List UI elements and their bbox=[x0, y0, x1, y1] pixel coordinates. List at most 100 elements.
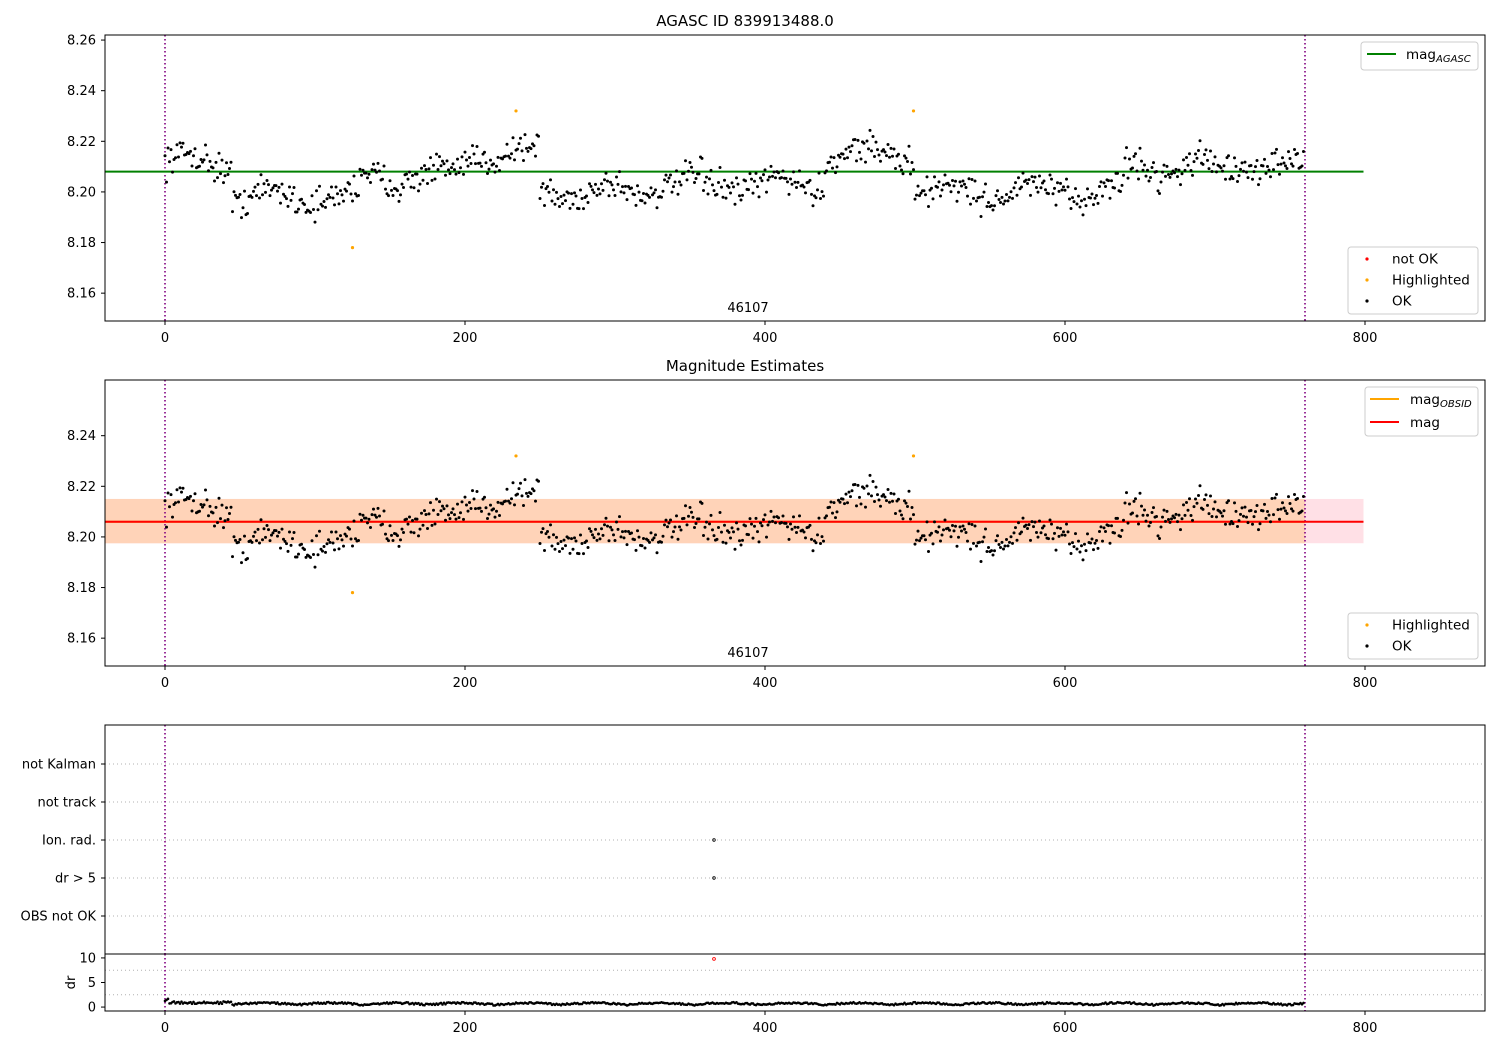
ok-point bbox=[1009, 190, 1013, 194]
ok-point bbox=[334, 185, 338, 189]
ok-point bbox=[213, 179, 216, 183]
ok-point bbox=[1273, 151, 1277, 155]
ok-point bbox=[1005, 192, 1008, 196]
ok-point bbox=[1269, 520, 1272, 524]
ok-point bbox=[1201, 162, 1205, 166]
ok-point bbox=[843, 157, 846, 161]
ok-point bbox=[864, 505, 867, 509]
ok-point bbox=[1257, 528, 1260, 532]
ok-point bbox=[325, 197, 329, 201]
ok-point bbox=[996, 534, 999, 538]
ok-point bbox=[1213, 155, 1217, 159]
ok-point bbox=[541, 182, 545, 186]
ok-point bbox=[1215, 515, 1218, 519]
ok-point bbox=[567, 536, 570, 540]
ok-point bbox=[754, 516, 758, 520]
ok-point bbox=[1122, 518, 1125, 522]
ok-point bbox=[922, 189, 926, 193]
ok-point bbox=[955, 544, 959, 548]
ok-point bbox=[318, 184, 321, 188]
ok-point bbox=[844, 147, 848, 151]
ok-point bbox=[451, 162, 455, 166]
ok-point bbox=[820, 535, 824, 539]
ok-point bbox=[1266, 509, 1269, 513]
ok-point bbox=[1084, 204, 1088, 208]
ok-point bbox=[436, 512, 440, 516]
ok-point bbox=[1191, 173, 1194, 177]
ok-point bbox=[777, 171, 780, 175]
ok-point bbox=[237, 195, 240, 199]
ok-point bbox=[1015, 538, 1019, 542]
ok-point bbox=[1192, 505, 1196, 509]
ok-point bbox=[378, 169, 381, 173]
ok-point bbox=[1254, 510, 1257, 514]
ok-point bbox=[201, 160, 204, 164]
ok-point bbox=[1258, 177, 1262, 181]
ok-point bbox=[606, 179, 609, 183]
ok-point bbox=[388, 524, 392, 528]
ok-point bbox=[448, 517, 452, 521]
ok-point bbox=[642, 536, 645, 540]
ok-point bbox=[562, 538, 566, 542]
ok-point bbox=[1042, 524, 1046, 528]
ok-point bbox=[1249, 164, 1253, 168]
ok-point bbox=[918, 194, 921, 198]
ok-point bbox=[343, 532, 347, 536]
ok-point bbox=[405, 172, 408, 176]
ok-point bbox=[492, 507, 495, 511]
ok-point bbox=[1165, 509, 1169, 513]
ok-point bbox=[1000, 540, 1004, 544]
ok-point bbox=[270, 188, 273, 192]
ok-point bbox=[1029, 538, 1032, 542]
ok-point bbox=[309, 210, 312, 214]
ok-point bbox=[1128, 157, 1131, 161]
ok-point bbox=[1242, 169, 1245, 173]
ok-point bbox=[571, 547, 575, 551]
ok-point bbox=[456, 502, 459, 506]
ok-point bbox=[718, 510, 722, 514]
ok-point bbox=[1149, 521, 1152, 525]
ok-point bbox=[529, 147, 533, 151]
ok-point bbox=[625, 543, 629, 547]
ok-point bbox=[442, 162, 446, 166]
ok-point bbox=[577, 207, 581, 211]
ok-point bbox=[712, 189, 716, 193]
ok-point bbox=[1273, 496, 1277, 500]
ok-point bbox=[1027, 178, 1031, 182]
ok-point bbox=[862, 141, 866, 145]
ok-point bbox=[342, 199, 345, 203]
legend-points: Highlighted OK bbox=[1347, 612, 1479, 660]
ok-point bbox=[324, 205, 327, 209]
ok-point bbox=[595, 193, 599, 197]
ok-point bbox=[550, 199, 554, 203]
ok-point bbox=[780, 521, 783, 525]
ok-point bbox=[867, 147, 870, 151]
ok-point bbox=[675, 169, 678, 173]
ok-point bbox=[901, 517, 905, 521]
ok-point bbox=[432, 508, 435, 512]
ok-point bbox=[189, 149, 192, 153]
ok-point bbox=[1042, 179, 1046, 183]
ok-point bbox=[333, 548, 336, 552]
ok-point bbox=[415, 172, 419, 176]
ok-point bbox=[424, 167, 428, 171]
ok-point bbox=[849, 150, 852, 154]
ok-point bbox=[810, 192, 813, 196]
ok-point bbox=[580, 196, 584, 200]
ok-point bbox=[232, 190, 236, 194]
ok-point bbox=[876, 493, 879, 497]
ok-point bbox=[1048, 518, 1052, 522]
ok-point bbox=[886, 142, 890, 146]
ok-point bbox=[288, 530, 291, 534]
ok-point bbox=[450, 166, 453, 170]
ok-point bbox=[915, 538, 918, 542]
ok-point bbox=[927, 204, 930, 208]
ok-point bbox=[1255, 504, 1259, 508]
ok-point bbox=[859, 157, 863, 161]
ok-point bbox=[985, 204, 989, 208]
ok-point bbox=[1050, 522, 1053, 526]
ok-point bbox=[849, 495, 852, 499]
ok-point bbox=[166, 146, 170, 150]
ok-point bbox=[772, 515, 776, 519]
ok-point bbox=[958, 525, 962, 529]
